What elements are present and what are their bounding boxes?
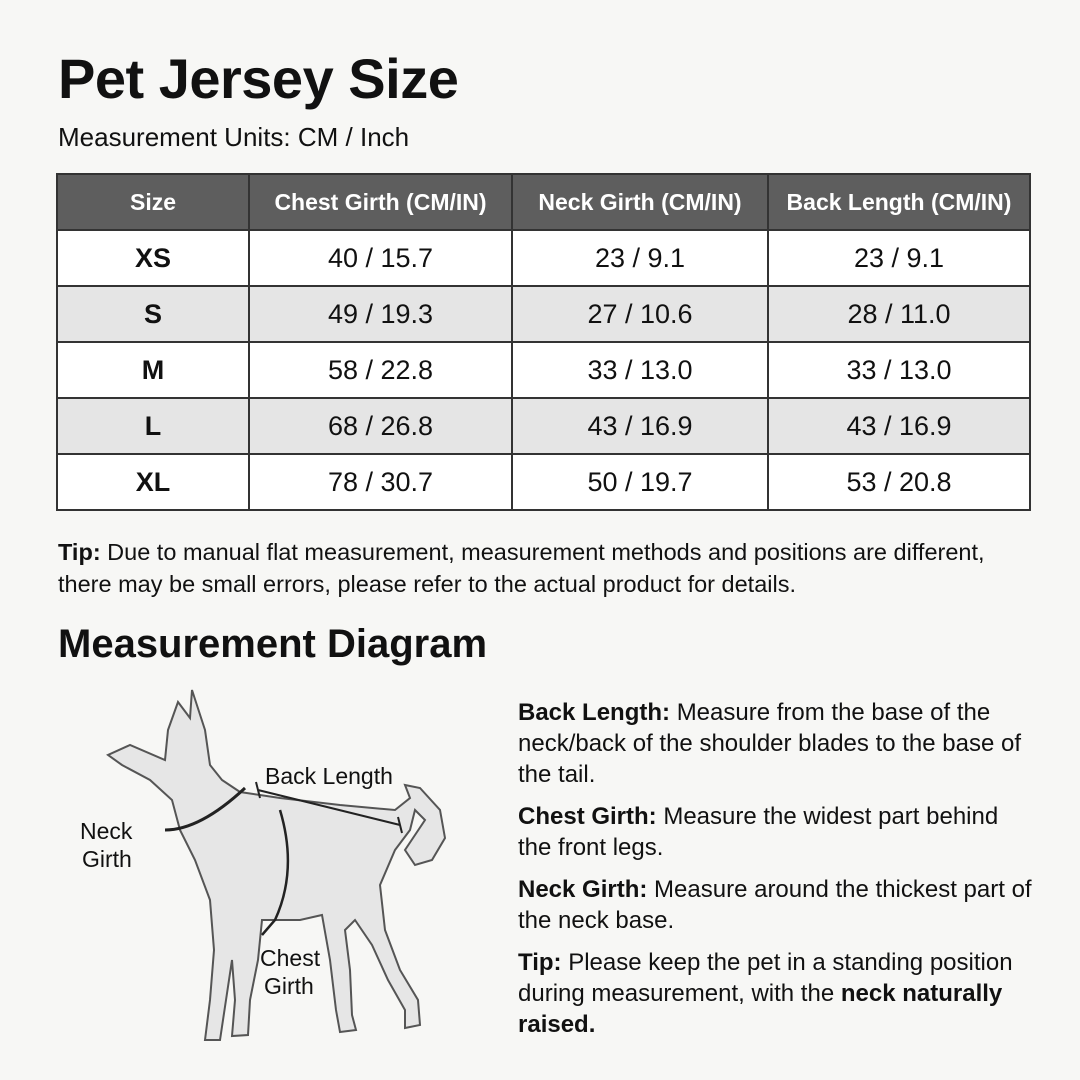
note: Back Length: Measure from the base of th… [518,697,1038,790]
measure-cell: 27 / 10.6 [511,285,769,343]
note-text: Measure from the base of the neck/back o… [518,699,1022,788]
measure-cell: 68 / 26.8 [248,397,513,455]
measure-cell: 53 / 20.8 [767,453,1031,511]
note-label: Chest Girth: [518,803,657,830]
note-text: Measure around the thickest part of the … [518,876,1032,934]
measure-cell: 33 / 13.0 [767,341,1031,399]
note: Tip: Please keep the pet in a standing p… [518,947,1038,1040]
table-row: S 49 / 19.3 27 / 10.6 28 / 11.0 [56,285,1031,343]
size-cell: XS [56,229,250,287]
tip-label: Tip: [58,539,101,565]
note-label: Tip: [518,949,562,976]
neck-girth-label: Neck [80,818,133,844]
size-cell: L [56,397,250,455]
measure-cell: 49 / 19.3 [248,285,513,343]
note: Chest Girth: Measure the widest part beh… [518,801,1038,863]
neck-girth-label: Girth [82,846,132,872]
diagram-title: Measurement Diagram [58,622,488,666]
back-length-line [255,781,403,834]
table-row: XS 40 / 15.7 23 / 9.1 23 / 9.1 [56,229,1031,287]
table-row: M 58 / 22.8 33 / 13.0 33 / 13.0 [56,341,1031,399]
header-cell: Chest Girth (CM/IN) [248,173,513,231]
measure-cell: 40 / 15.7 [248,229,513,287]
chest-girth-label: Chest [260,945,321,971]
title: Pet Jersey Size [58,47,459,110]
note-text: Please keep the pet in a standing positi… [518,949,1013,1007]
size-cell: S [56,285,250,343]
notes: Back Length: Measure from the base of th… [518,697,1038,1051]
measure-cell: 23 / 9.1 [511,229,769,287]
dog-silhouette [106,689,447,1041]
tip: Tip: Due to manual flat measurement, mea… [58,536,1028,600]
header-cell: Size [56,173,250,231]
note-text: Measure the widest part behind the front… [518,803,999,861]
table-row: XL 78 / 30.7 50 / 19.7 53 / 20.8 [56,453,1031,511]
measure-cell: 43 / 16.9 [767,397,1031,455]
measure-cell: 78 / 30.7 [248,453,513,511]
measure-cell: 23 / 9.1 [767,229,1031,287]
header-cell: Neck Girth (CM/IN) [511,173,769,231]
note: Neck Girth: Measure around the thickest … [518,874,1038,936]
measure-cell: 33 / 13.0 [511,341,769,399]
dog-diagram: Back Length Neck Girth Chest Girth [80,689,447,1041]
measure-cell: 43 / 16.9 [511,397,769,455]
measure-cell: 50 / 19.7 [511,453,769,511]
back-length-label: Back Length [265,763,393,789]
chest-girth-label: Girth [264,973,314,999]
table-row: L 68 / 26.8 43 / 16.9 43 / 16.9 [56,397,1031,455]
size-table: Size Chest Girth (CM/IN) Neck Girth (CM/IN… [56,173,1031,511]
tip-text: Due to manual flat measurement, measurem… [58,539,985,597]
chest-girth-line [261,809,290,936]
size-cell: XL [56,453,250,511]
header-cell: Back Length (CM/IN) [767,173,1031,231]
size-cell: M [56,341,250,399]
measure-cell: 58 / 22.8 [248,341,513,399]
subtitle: Measurement Units: CM / Inch [58,122,410,152]
note-label: Neck Girth: [518,876,648,903]
header-row: Size Chest Girth (CM/IN) Neck Girth (CM/IN… [56,173,1031,231]
note-emphasis: neck naturally raised. [518,980,1003,1038]
note-label: Back Length: [518,699,671,726]
measure-cell: 28 / 11.0 [767,285,1031,343]
neck-girth-line [164,786,247,832]
